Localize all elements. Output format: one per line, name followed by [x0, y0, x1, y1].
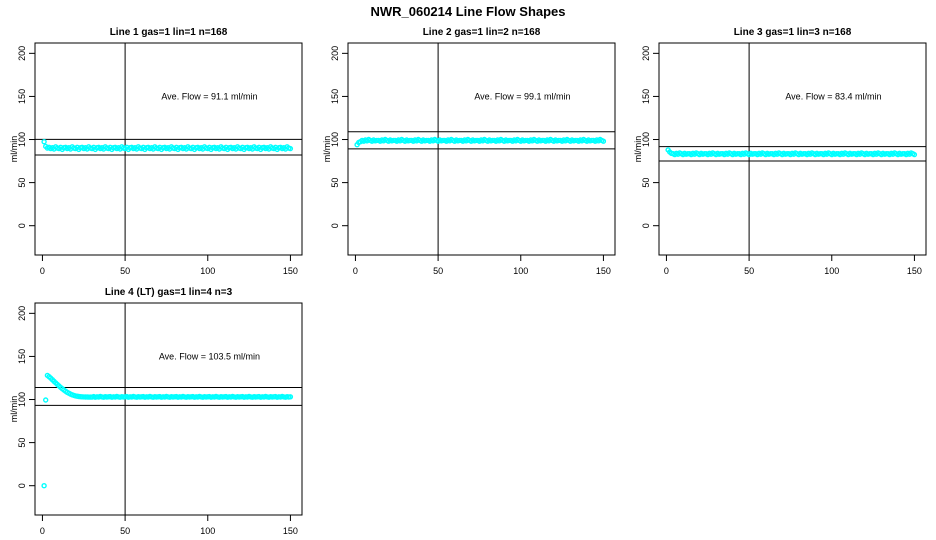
data-points — [41, 138, 294, 153]
y-tick-label: 200 — [17, 306, 27, 321]
x-tick-label: 0 — [664, 266, 669, 276]
data-point — [43, 397, 49, 403]
ave-flow-annotation: Ave. Flow = 91.1 ml/min — [161, 91, 257, 101]
x-tick-label: 150 — [907, 266, 922, 276]
panel-line-4: Line 4 (LT) gas=1 lin=4 n=3 0 50 100 150 200 0… — [9, 287, 303, 536]
y-tick-label: 150 — [330, 89, 340, 104]
y-tick-label: 150 — [17, 89, 27, 104]
x-tick-label: 100 — [513, 266, 528, 276]
y-tick-label: 0 — [17, 223, 27, 228]
x-tick-label: 50 — [120, 266, 130, 276]
data-point — [287, 394, 294, 400]
y-tick-label: 50 — [641, 178, 651, 188]
y-axis-label: ml/min — [9, 396, 19, 423]
panel-title: Line 4 (LT) gas=1 lin=4 n=3 — [105, 287, 233, 298]
y-tick-label: 50 — [17, 178, 27, 188]
panel-title: Line 1 gas=1 lin=1 n=168 — [110, 27, 228, 38]
panel-line-2: Line 2 gas=1 lin=2 n=168 0 50 100 150 200 0 50 1… — [322, 27, 616, 276]
plot-box — [34, 42, 303, 256]
y-tick-label: 100 — [330, 132, 340, 147]
x-tick-label: 50 — [120, 526, 130, 536]
y-tick-label: 0 — [17, 483, 27, 488]
y-tick-label: 100 — [17, 132, 27, 147]
ave-flow-annotation: Ave. Flow = 83.4 ml/min — [785, 91, 881, 101]
y-tick-label: 150 — [641, 89, 651, 104]
y-axis-label: ml/min — [9, 136, 19, 163]
y-tick-label: 200 — [641, 46, 651, 61]
x-tick-label: 0 — [40, 266, 45, 276]
y-tick-label: 100 — [641, 132, 651, 147]
ave-flow-annotation: Ave. Flow = 99.1 ml/min — [474, 91, 570, 101]
y-tick-label: 0 — [330, 223, 340, 228]
data-point — [600, 138, 607, 144]
data-points — [354, 136, 607, 148]
y-tick-label: 100 — [17, 392, 27, 407]
x-tick-label: 50 — [433, 266, 443, 276]
x-tick-label: 150 — [283, 526, 298, 536]
data-point — [41, 483, 47, 489]
panel-line-3: Line 3 gas=1 lin=3 n=168 0 50 100 150 200 0 50 1… — [633, 27, 927, 276]
x-tick-label: 100 — [200, 526, 215, 536]
x-tick-label: 0 — [353, 266, 358, 276]
panel-title: Line 2 gas=1 lin=2 n=168 — [423, 27, 541, 38]
y-tick-label: 150 — [17, 349, 27, 364]
x-tick-label: 100 — [200, 266, 215, 276]
x-tick-label: 150 — [283, 266, 298, 276]
y-tick-label: 200 — [330, 46, 340, 61]
x-tick-label: 0 — [40, 526, 45, 536]
ave-flow-annotation: Ave. Flow = 103.5 ml/min — [159, 351, 260, 361]
data-point — [287, 145, 294, 152]
plot-box — [34, 302, 303, 516]
panel-title: Line 3 gas=1 lin=3 n=168 — [734, 27, 852, 38]
y-tick-label: 50 — [17, 438, 27, 448]
data-point — [911, 151, 918, 158]
x-tick-label: 100 — [824, 266, 839, 276]
y-tick-label: 200 — [17, 46, 27, 61]
data-point — [41, 138, 47, 145]
y-tick-label: 0 — [641, 223, 651, 228]
data-points — [41, 372, 294, 489]
y-axis-label: ml/min — [322, 136, 332, 163]
data-points — [665, 147, 918, 158]
figure-title: NWR_060214 Line Flow Shapes — [370, 4, 565, 19]
x-tick-label: 50 — [744, 266, 754, 276]
y-tick-label: 50 — [330, 178, 340, 188]
y-axis-label: ml/min — [633, 136, 643, 163]
panel-line-1: Line 1 gas=1 lin=1 n=168 0 50 100 150 200 0 50 1… — [9, 27, 303, 276]
plot-box — [658, 42, 927, 256]
x-tick-label: 150 — [596, 266, 611, 276]
